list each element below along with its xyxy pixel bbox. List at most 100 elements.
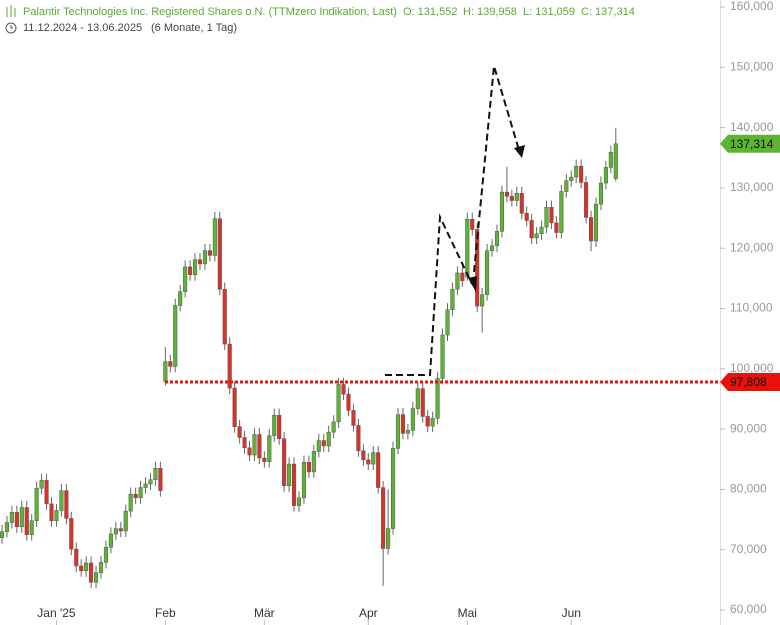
candle-body <box>193 259 198 275</box>
candle-body <box>386 528 391 549</box>
candle-body <box>326 431 331 447</box>
candle-body <box>49 503 54 522</box>
candle-body <box>593 203 599 242</box>
candle-body <box>163 361 168 382</box>
candle-body <box>589 217 594 242</box>
chart-title: Palantir Technologies Inc. Registered Sh… <box>23 6 397 18</box>
candle-body <box>608 152 613 168</box>
candle-body <box>346 393 351 411</box>
y-tick-label: 100,000 <box>730 361 774 375</box>
ohlc-label: L: 131,059 <box>523 6 575 18</box>
candle-body <box>123 510 128 532</box>
candle-body <box>460 272 465 282</box>
candle-body <box>14 512 19 528</box>
candle-body <box>118 528 123 532</box>
candle-body <box>59 490 64 511</box>
y-tick-label: 120,000 <box>730 240 774 254</box>
candle-body <box>519 193 524 214</box>
candle-body <box>391 448 396 529</box>
candle-body <box>410 408 415 431</box>
candle-body <box>183 266 188 292</box>
x-tick-label: Jun <box>562 606 581 620</box>
candle-body <box>197 259 203 265</box>
candle-body <box>262 457 267 462</box>
last-price-tag <box>720 134 780 153</box>
candle-body <box>39 480 44 489</box>
drawing <box>385 65 520 376</box>
x-tick-label: Feb <box>155 606 176 620</box>
candle-body <box>242 437 247 449</box>
candle-body <box>128 493 133 512</box>
candle-body <box>267 435 272 462</box>
candle-body <box>366 459 371 465</box>
date-range: 11.12.2024 - 13.06.2025 <box>23 22 142 34</box>
candle-body <box>331 421 336 433</box>
candle-body <box>148 479 153 485</box>
candle-body <box>603 167 608 184</box>
candle-body <box>24 507 29 535</box>
clock-icon <box>5 22 17 34</box>
arrow-head <box>514 145 525 158</box>
candle-body <box>321 440 326 447</box>
candle-body <box>143 483 148 488</box>
hline-label: 97,808 <box>730 375 767 389</box>
candle-body <box>207 250 212 256</box>
candle-body <box>435 378 440 419</box>
candle-body <box>34 487 39 522</box>
y-tick-label: 60,000 <box>730 602 767 616</box>
y-tick-label: 110,000 <box>730 301 773 315</box>
ohlc-label: H: 139,958 <box>463 6 517 18</box>
period: (6 Monate, 1 Tag) <box>151 22 237 34</box>
y-tick-label: 160,000 <box>730 0 774 13</box>
candle-body <box>564 180 569 192</box>
candle-body <box>455 272 460 290</box>
candle-body <box>232 387 237 427</box>
candle-body <box>485 250 490 295</box>
candle-body <box>598 182 604 205</box>
candle-body <box>529 220 534 239</box>
candle-body <box>341 384 346 395</box>
candle-body <box>282 438 287 487</box>
candle-body <box>381 487 386 549</box>
candle-body <box>306 462 311 473</box>
candle-body <box>74 548 79 567</box>
candles <box>0 127 618 589</box>
candle-body <box>4 522 9 532</box>
candle-body <box>445 309 450 336</box>
candle-body <box>470 219 475 230</box>
candle-body <box>103 547 109 563</box>
x-tick-label: Mär <box>254 606 275 620</box>
last-price-label: 137,314 <box>730 137 774 151</box>
candle-body <box>252 434 257 456</box>
candle-body <box>514 193 519 201</box>
candle-body <box>64 490 69 519</box>
candle-body <box>69 518 74 550</box>
candle-body <box>217 218 222 290</box>
candle-body <box>277 414 282 439</box>
candle-body <box>247 447 252 456</box>
candle-body <box>405 430 410 434</box>
header-icon <box>6 5 16 17</box>
candle-body <box>108 533 113 548</box>
candle-body <box>356 425 361 452</box>
candle-body <box>440 334 445 379</box>
candle-body <box>178 291 183 306</box>
x-tick-label: Jan '25 <box>37 606 76 620</box>
y-tick-label: 130,000 <box>730 180 774 194</box>
y-tick-label: 80,000 <box>730 482 767 496</box>
candle-body <box>549 206 554 224</box>
candle-body <box>316 440 321 452</box>
candle-body <box>613 143 618 179</box>
candle-body <box>395 414 401 449</box>
x-tick-label: Apr <box>359 606 378 620</box>
candle-body <box>287 463 292 487</box>
candle-body <box>490 245 495 251</box>
candle-body <box>19 507 24 528</box>
x-tick-label: Mai <box>458 606 477 620</box>
candle-body <box>504 191 509 197</box>
candle-body <box>9 512 14 523</box>
candle-body <box>311 451 316 473</box>
candle-body <box>79 565 84 572</box>
candle-body <box>494 231 500 247</box>
y-tick-label: 70,000 <box>730 542 767 556</box>
